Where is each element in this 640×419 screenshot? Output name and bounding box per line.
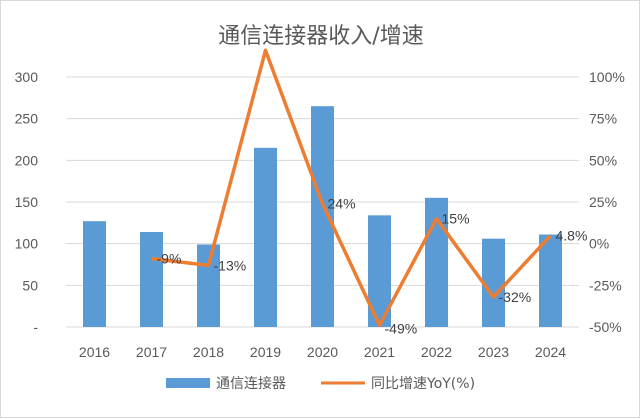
y-right-tick: 25% — [589, 194, 617, 210]
line-series — [151, 48, 552, 328]
bar-2020 — [311, 106, 334, 328]
bar-2024 — [539, 234, 562, 327]
bar-2019 — [254, 147, 277, 327]
x-tick: 2021 — [364, 344, 395, 360]
axis-ticks: 300 250 200 150 100 50 - 100% 75% 50% 25% 0% -25% -50… — [15, 69, 625, 360]
yoy-label-2024: 4.8% — [556, 228, 588, 244]
y-left-tick: - — [33, 319, 38, 335]
yoy-label-2017: -9% — [157, 251, 182, 267]
y-left-tick: 100 — [15, 236, 39, 252]
legend-label-line: 同比增速YoY(%) — [371, 376, 475, 392]
yoy-label-2022: 15% — [442, 211, 470, 227]
x-tick: 2016 — [79, 344, 110, 360]
yoy-label-2023: -32% — [499, 289, 532, 305]
legend-swatch-bar — [166, 378, 210, 388]
x-tick: 2020 — [307, 344, 338, 360]
bar-2017 — [140, 232, 163, 327]
y-right-tick: -25% — [589, 277, 622, 293]
y-left-tick: 200 — [15, 152, 39, 168]
y-right-tick: 50% — [589, 152, 617, 168]
x-tick: 2024 — [535, 344, 566, 360]
x-tick: 2018 — [193, 344, 224, 360]
x-tick: 2017 — [136, 344, 167, 360]
y-right-tick: 0% — [589, 236, 609, 252]
y-left-tick: 300 — [15, 69, 39, 85]
data-labels: -9% -13% 24% -49% 15% -32% 4.8% — [157, 196, 588, 337]
yoy-label-2018: -13% — [214, 257, 247, 273]
y-right-tick: 100% — [589, 69, 625, 85]
x-tick: 2022 — [421, 344, 452, 360]
legend-label-bar: 通信连接器 — [216, 375, 286, 392]
y-left-tick: 250 — [15, 111, 39, 127]
yoy-label-2020: 24% — [328, 196, 356, 212]
chart-title: 通信连接器收入/增速 — [218, 24, 423, 49]
bar-2016 — [83, 221, 106, 327]
y-left-tick: 150 — [15, 194, 39, 210]
yoy-line — [151, 48, 552, 328]
y-right-tick: 75% — [589, 111, 617, 127]
legend: 通信连接器 同比增速YoY(%) — [166, 375, 475, 392]
x-tick: 2023 — [478, 344, 509, 360]
y-left-tick: 50 — [22, 277, 38, 293]
y-right-tick: -50% — [589, 319, 622, 335]
yoy-label-2021: -49% — [385, 320, 418, 336]
bar-2023 — [482, 238, 505, 327]
bar-2021 — [368, 215, 391, 327]
x-tick: 2019 — [250, 344, 281, 360]
